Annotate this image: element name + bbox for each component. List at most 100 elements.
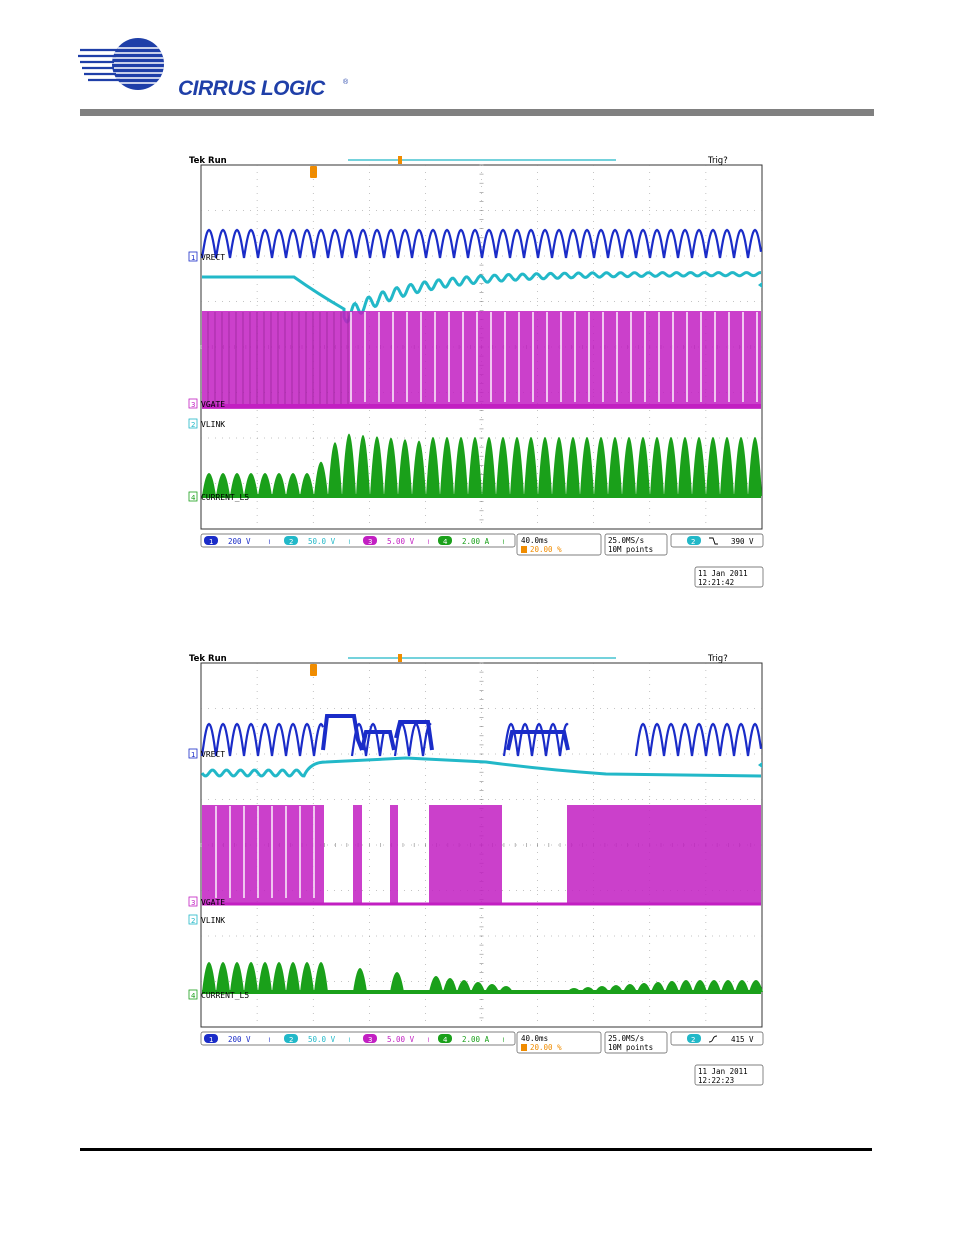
current-hump <box>272 962 286 992</box>
trigger-position-marker <box>310 664 317 676</box>
current-hump <box>314 962 328 992</box>
current-hump <box>328 442 342 496</box>
timebase-value: 40.0ms <box>521 1034 548 1043</box>
timebase-value: 40.0ms <box>521 536 548 545</box>
timestamp-box <box>694 1064 764 1086</box>
current-hump <box>398 439 412 496</box>
current-hump <box>595 986 609 992</box>
header-rule <box>80 109 874 116</box>
current-hump <box>651 982 665 992</box>
current-hump <box>664 437 678 496</box>
channel-marker-ch3 <box>188 896 198 907</box>
channel-badge-ch4 <box>438 1034 452 1043</box>
channel-label-ch2: VLINK <box>201 420 225 429</box>
current-hump <box>244 962 258 992</box>
channel-badge-number: 4 <box>443 538 448 546</box>
channel-badge-ch2 <box>284 1034 298 1043</box>
current-hump <box>314 461 328 496</box>
current-hump <box>499 986 513 992</box>
current-hump <box>429 976 443 992</box>
channel-label-ch3: VGATE <box>201 898 225 907</box>
channel-label-ch4: CURRENT_L5 <box>201 493 249 502</box>
vrect-plateau <box>394 720 434 751</box>
current-hump <box>412 440 426 496</box>
vrect-plateau <box>360 730 396 751</box>
bandwidth-limit-icon: ⌇ <box>427 539 430 546</box>
record-length: 10M points <box>608 1043 653 1052</box>
current-hump <box>356 435 370 496</box>
scope-status: Tek Run <box>189 654 227 664</box>
current-trace <box>202 433 762 498</box>
trigger-slope-icon <box>709 537 718 545</box>
current-hump <box>581 987 595 992</box>
bandwidth-limit-icon: ⌇ <box>502 539 505 546</box>
current-hump <box>286 473 300 496</box>
vrect-trace <box>200 714 763 757</box>
current-hump <box>679 980 693 992</box>
waveforms <box>200 714 763 994</box>
bandwidth-limit-icon: ⌇ <box>268 539 271 546</box>
trigger-position: 20.00 % <box>530 545 562 554</box>
channel-marker-ch2 <box>188 914 198 925</box>
bandwidth-limit-icon: ⌇ <box>348 1037 351 1044</box>
current-hump <box>384 437 398 496</box>
channel-scale-ch3: 5.00 V <box>387 537 415 546</box>
capture-date: 11 Jan 2011 <box>698 1067 748 1076</box>
current-hump <box>342 433 356 496</box>
channel-marker-ch4 <box>188 989 198 1000</box>
current-hump <box>566 437 580 496</box>
trigger-channel: 2 <box>691 1036 695 1044</box>
channel-scale-panel <box>200 533 516 548</box>
current-hump <box>665 981 679 992</box>
current-hump <box>594 437 608 496</box>
current-hump <box>471 982 485 992</box>
current-hump <box>538 437 552 496</box>
capture-date: 11 Jan 2011 <box>698 569 748 578</box>
channel-scale-ch1: 200 V <box>228 537 251 546</box>
current-hump <box>678 437 692 496</box>
current-hump <box>552 437 566 496</box>
timebase-box <box>516 533 602 556</box>
vgate-gaps <box>207 312 758 404</box>
timebase-box <box>516 1031 602 1054</box>
trigger-level: 415 V <box>731 1035 754 1044</box>
vrect-waveform <box>393 722 432 757</box>
vgate-burst <box>390 805 398 905</box>
channel-marker-number: 1 <box>191 254 195 262</box>
channel-badge-number: 3 <box>368 1036 372 1044</box>
current-hump <box>580 437 594 496</box>
trigger-level: 390 V <box>731 537 754 546</box>
current-hump <box>258 962 272 992</box>
trigger-status: Trig? <box>707 654 728 664</box>
current-hump <box>623 984 637 992</box>
acquisition-box <box>604 533 668 556</box>
bandwidth-limit-icon: ⌇ <box>268 1037 271 1044</box>
current-hump <box>426 437 440 496</box>
trigger-channel-badge <box>687 536 701 545</box>
acquisition-box <box>604 1031 668 1054</box>
channel-badge-ch1 <box>204 1034 218 1043</box>
current-hump <box>721 980 735 992</box>
oscilloscope-screenshot-2: Tek Run Trig? 1 VRECT 3 VGATE 2 VLINK 4 CURRENT_L… <box>186 652 768 1092</box>
trigger-status: Trig? <box>707 156 728 166</box>
ch2-offset-arrow <box>758 282 762 288</box>
channel-scale-ch2: 50.0 V <box>308 537 336 546</box>
channel-label-ch3: VGATE <box>201 400 225 409</box>
current-hump <box>485 984 499 992</box>
current-hump <box>216 473 230 496</box>
brand-name: CIRRUS LOGIC <box>178 77 326 100</box>
current-hump <box>650 437 664 496</box>
vrect-waveform <box>200 228 763 259</box>
current-hump <box>230 473 244 496</box>
current-hump <box>300 962 314 992</box>
current-hump <box>443 978 457 992</box>
channel-scale-ch3: 5.00 V <box>387 1035 415 1044</box>
channel-marker-number: 2 <box>191 917 195 925</box>
vgate-burst <box>429 805 502 905</box>
current-hump <box>202 962 216 992</box>
bandwidth-limit-icon: ⌇ <box>348 539 351 546</box>
current-hump <box>390 972 404 992</box>
record-trigger-marker <box>398 654 402 662</box>
current-hump <box>510 437 524 496</box>
current-hump <box>524 437 538 496</box>
